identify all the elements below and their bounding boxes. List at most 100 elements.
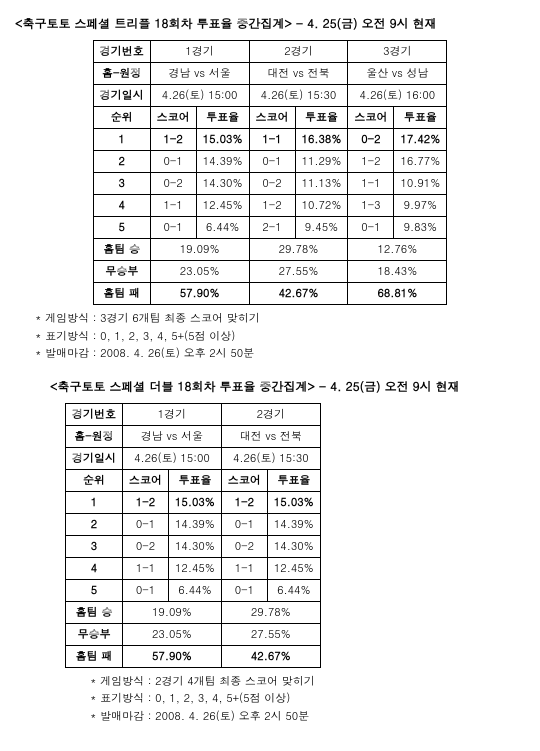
triple-table: 경기번호 1경기 2경기 3경기 홈-원정 경남 vs 서울 대전 vs 전북 … <box>93 40 448 305</box>
th-dhomelose: 홈팀 패 <box>66 645 123 667</box>
td-dmatch2: 대전 vs 전북 <box>221 425 320 447</box>
th-vote3: 투표율 <box>394 107 447 129</box>
note-line: 게임방식 : 3경기 6개팀 최종 스코어 맞히기 <box>35 310 530 328</box>
td-ddt1: 4.26(토) 15:00 <box>123 447 222 469</box>
table-cell: 0-1 <box>123 513 169 535</box>
td-hl1: 57.90% <box>150 283 249 305</box>
table-cell: 0-1 <box>150 217 196 239</box>
table-cell: 1 <box>66 491 123 513</box>
th-dvote1: 투표율 <box>169 469 222 491</box>
td-ddt2: 4.26(토) 15:30 <box>221 447 320 469</box>
th-homewin: 홈팀 승 <box>93 239 150 261</box>
td-dhw1: 19.09% <box>123 601 222 623</box>
th-homeAway: 홈-원정 <box>93 63 150 85</box>
double-title: <축구토토 스페셜 더블 18회차 투표율 중간집계> - 4. 25(금) 오… <box>50 378 530 395</box>
table-cell: 14.39% <box>267 513 320 535</box>
th-g2: 2경기 <box>249 41 348 63</box>
table-cell: 14.30% <box>196 173 249 195</box>
td-dt3: 4.26(토) 16:00 <box>348 85 447 107</box>
th-homelose: 홈팀 패 <box>93 283 150 305</box>
th-dvote2: 투표율 <box>267 469 320 491</box>
th-dg2: 2경기 <box>221 403 320 425</box>
td-hw3: 12.76% <box>348 239 447 261</box>
th-g1: 1경기 <box>150 41 249 63</box>
table-cell: 11.13% <box>295 173 348 195</box>
table-cell: 0-2 <box>221 535 267 557</box>
note-line: 발매마감 : 2008. 4. 26(토) 오후 2시 50분 <box>90 708 530 726</box>
th-gameNo2: 경기번호 <box>66 403 123 425</box>
table-cell: 16.38% <box>295 129 348 151</box>
td-d2: 27.55% <box>249 261 348 283</box>
table-cell: 6.44% <box>169 579 222 601</box>
table-cell: 1-3 <box>348 195 394 217</box>
note-line: 표기방식 : 0, 1, 2, 3, 4, 5+(5점 이상) <box>35 328 530 346</box>
note-line: 발매마감 : 2008. 4. 26(토) 오후 2시 50분 <box>35 345 530 363</box>
td-match1: 경남 vs 서울 <box>150 63 249 85</box>
th-g3: 3경기 <box>348 41 447 63</box>
table-cell: 11.29% <box>295 151 348 173</box>
table-cell: 1-1 <box>123 557 169 579</box>
table-cell: 10.72% <box>295 195 348 217</box>
th-dg1: 1경기 <box>123 403 222 425</box>
table-cell: 0-1 <box>348 217 394 239</box>
table-cell: 1-2 <box>348 151 394 173</box>
table-cell: 2 <box>66 513 123 535</box>
td-dhl1: 57.90% <box>123 645 222 667</box>
td-dd2: 27.55% <box>221 623 320 645</box>
table-cell: 1-2 <box>123 491 169 513</box>
table-cell: 0-2 <box>348 129 394 151</box>
td-match3: 울산 vs 성남 <box>348 63 447 85</box>
th-ddraw: 무승부 <box>66 623 123 645</box>
table-cell: 16.77% <box>394 151 447 173</box>
table-cell: 17.42% <box>394 129 447 151</box>
td-dt2: 4.26(토) 15:30 <box>249 85 348 107</box>
table-cell: 10.91% <box>394 173 447 195</box>
th-draw: 무승부 <box>93 261 150 283</box>
table-cell: 12.45% <box>169 557 222 579</box>
note-line: 표기방식 : 0, 1, 2, 3, 4, 5+(5점 이상) <box>90 690 530 708</box>
table-cell: 14.39% <box>169 513 222 535</box>
table-cell: 5 <box>93 217 150 239</box>
table-cell: 1-1 <box>348 173 394 195</box>
table-cell: 2-1 <box>249 217 295 239</box>
table-cell: 1-1 <box>249 129 295 151</box>
td-hl3: 68.81% <box>348 283 447 305</box>
table-cell: 9.45% <box>295 217 348 239</box>
table-cell: 4 <box>93 195 150 217</box>
th-vote2: 투표율 <box>295 107 348 129</box>
table-cell: 3 <box>66 535 123 557</box>
td-match2: 대전 vs 전북 <box>249 63 348 85</box>
table-cell: 15.03% <box>169 491 222 513</box>
th-dt: 경기일시 <box>93 85 150 107</box>
th-vote1: 투표율 <box>196 107 249 129</box>
th-homeAway2: 홈-원정 <box>66 425 123 447</box>
td-dt1: 4.26(토) 15:00 <box>150 85 249 107</box>
table-cell: 6.44% <box>267 579 320 601</box>
table-cell: 4 <box>66 557 123 579</box>
td-d1: 23.05% <box>150 261 249 283</box>
table-cell: 0-1 <box>221 513 267 535</box>
table-cell: 6.44% <box>196 217 249 239</box>
table-cell: 14.30% <box>267 535 320 557</box>
table-cell: 5 <box>66 579 123 601</box>
table-cell: 1-2 <box>150 129 196 151</box>
td-dd1: 23.05% <box>123 623 222 645</box>
table-cell: 0-2 <box>150 173 196 195</box>
th-dscore1: 스코어 <box>123 469 169 491</box>
table-cell: 1-1 <box>150 195 196 217</box>
th-score1: 스코어 <box>150 107 196 129</box>
triple-title: <축구토토 스페셜 트리플 18회차 투표율 중간집계> - 4. 25(금) … <box>15 15 530 32</box>
table-cell: 0-1 <box>249 151 295 173</box>
td-hw1: 19.09% <box>150 239 249 261</box>
th-dt2: 경기일시 <box>66 447 123 469</box>
double-table: 경기번호 1경기 2경기 홈-원정 경남 vs 서울 대전 vs 전북 경기일시… <box>65 403 321 668</box>
table-cell: 14.30% <box>169 535 222 557</box>
table-cell: 9.83% <box>394 217 447 239</box>
table-cell: 1 <box>93 129 150 151</box>
th-drank: 순위 <box>66 469 123 491</box>
td-d3: 18.43% <box>348 261 447 283</box>
triple-notes: 게임방식 : 3경기 6개팀 최종 스코어 맞히기표기방식 : 0, 1, 2,… <box>35 310 530 363</box>
th-rank: 순위 <box>93 107 150 129</box>
table-cell: 12.45% <box>267 557 320 579</box>
table-cell: 9.97% <box>394 195 447 217</box>
